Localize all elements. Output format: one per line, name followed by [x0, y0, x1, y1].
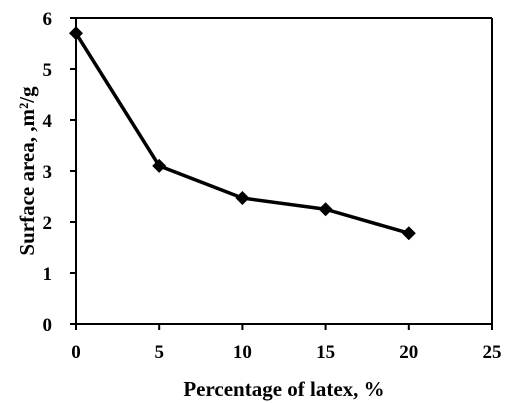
y-tick-label: 1	[43, 264, 53, 285]
data-point-marker	[235, 191, 250, 206]
x-tick-label: 5	[154, 342, 164, 363]
y-tick-label: 3	[43, 162, 53, 183]
plot-area: 0 5 10 15 20 25 0 1 2 3 4 5 6	[43, 9, 502, 363]
data-point-marker	[69, 26, 83, 41]
x-tick-label: 25	[483, 342, 502, 363]
x-axis-ticks: 0 5 10 15 20 25	[71, 324, 502, 363]
x-tick-label: 0	[71, 342, 81, 363]
data-point-marker	[401, 226, 416, 241]
y-tick-label: 6	[43, 9, 53, 30]
data-series	[69, 26, 416, 241]
y-axis-ticks: 0 1 2 3 4 5 6	[43, 9, 76, 336]
y-tick-label: 2	[43, 213, 53, 234]
x-tick-label: 20	[399, 342, 418, 363]
x-axis-title: Percentage of latex, %	[183, 377, 384, 401]
y-tick-label: 0	[43, 315, 53, 336]
y-tick-label: 4	[43, 111, 53, 132]
y-tick-label: 5	[43, 60, 53, 81]
y-axis-title: Surface area, ,m²/g	[15, 86, 39, 256]
data-point-marker	[152, 158, 167, 173]
data-point-marker	[318, 202, 333, 217]
x-tick-label: 15	[316, 342, 335, 363]
x-tick-label: 10	[233, 342, 252, 363]
